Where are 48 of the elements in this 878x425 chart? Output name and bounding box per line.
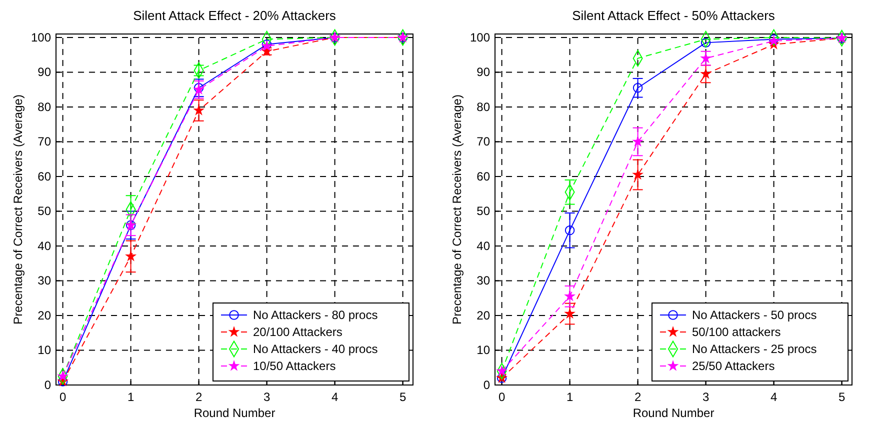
y-tick-label: 70 <box>38 134 52 149</box>
legend-label: No Attackers - 80 procs <box>253 308 378 322</box>
y-tick-label: 10 <box>38 343 52 358</box>
legend-label: 50/100 attackers <box>692 325 781 339</box>
y-tick-label: 20 <box>476 308 490 322</box>
legend-label: 20/100 Attackers <box>253 325 342 339</box>
y-tick-label: 0 <box>44 378 52 392</box>
y-tick-label: 90 <box>476 65 490 80</box>
y-tick-label: 80 <box>38 100 52 114</box>
y-tick-label: 70 <box>476 134 490 149</box>
y-tick-label: 30 <box>38 274 52 288</box>
y-axis-title: Precentage of Correct Receivers (Average) <box>450 94 464 324</box>
x-tick-label: 4 <box>770 390 778 404</box>
y-axis-title: Precentage of Correct Receivers (Average) <box>11 94 25 324</box>
x-tick-label: 1 <box>566 390 574 404</box>
y-tick-label: 60 <box>38 169 52 184</box>
y-tick-label: 100 <box>30 30 52 44</box>
y-tick-label: 10 <box>476 343 490 358</box>
legend-label: No Attackers - 40 procs <box>253 342 378 356</box>
chart-title: Silent Attack Effect - 50% Attackers <box>572 8 776 23</box>
y-tick-label: 30 <box>476 274 490 288</box>
x-axis-title: Round Number <box>632 406 714 420</box>
y-tick-label: 80 <box>476 100 490 114</box>
x-tick-label: 2 <box>634 390 642 404</box>
x-tick-label: 0 <box>498 390 506 404</box>
y-tick-label: 60 <box>476 169 490 184</box>
y-tick-label: 40 <box>38 238 52 253</box>
y-tick-label: 50 <box>38 204 52 218</box>
y-tick-label: 20 <box>38 308 52 322</box>
x-tick-label: 3 <box>263 390 270 404</box>
x-tick-label: 5 <box>838 390 846 404</box>
y-tick-label: 100 <box>470 30 490 44</box>
legend-label: 25/50 Attackers <box>692 359 775 373</box>
legend-label: 10/50 Attackers <box>253 359 336 373</box>
y-tick-label: 0 <box>483 378 490 392</box>
y-tick-label: 40 <box>476 238 490 253</box>
x-tick-label: 5 <box>399 390 406 404</box>
legend-label: No Attackers - 50 procs <box>692 308 817 322</box>
x-tick-label: 2 <box>195 390 202 404</box>
x-tick-label: 1 <box>127 390 134 404</box>
y-tick-label: 90 <box>38 65 52 80</box>
x-tick-label: 0 <box>59 390 66 404</box>
x-tick-label: 4 <box>331 390 338 404</box>
legend-label: No Attackers - 25 procs <box>692 342 817 356</box>
x-tick-label: 3 <box>702 390 710 404</box>
chart-title: Silent Attack Effect - 20% Attackers <box>133 8 336 23</box>
x-axis-title: Round Number <box>194 406 276 420</box>
y-tick-label: 50 <box>476 204 490 218</box>
